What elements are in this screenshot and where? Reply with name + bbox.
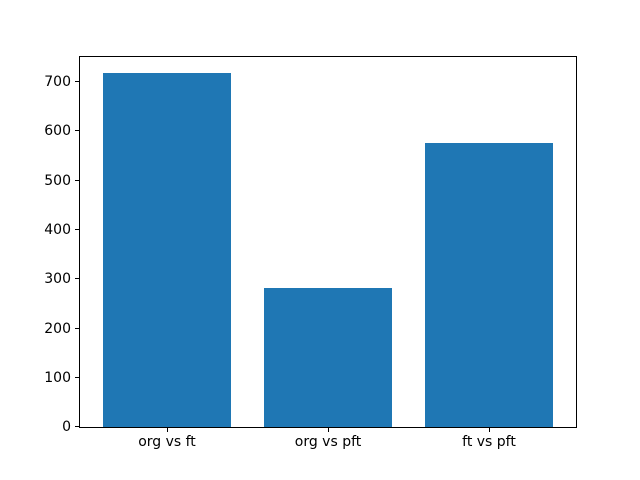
plot-area [75, 56, 577, 432]
y-tick [75, 81, 79, 83]
y-tick-label: 0 [62, 419, 71, 435]
y-tick-label: 600 [44, 123, 71, 140]
y-tick [75, 278, 79, 280]
bar [102, 73, 232, 427]
y-tick [75, 376, 79, 378]
y-tick-label: 700 [44, 74, 71, 91]
x-tick-label: ft vs pft [462, 434, 516, 450]
y-tick [75, 327, 79, 329]
bar [424, 143, 554, 427]
bar [263, 288, 393, 427]
y-tick [75, 426, 79, 427]
y-tick-label: 200 [44, 320, 71, 337]
y-tick-label: 400 [44, 221, 71, 238]
y-tick [75, 228, 79, 230]
y-tick-label: 100 [44, 369, 71, 386]
y-tick [75, 130, 79, 132]
x-tick [167, 428, 168, 432]
y-tick [75, 179, 79, 181]
y-tick-label: 300 [44, 271, 71, 288]
x-tick [328, 428, 329, 432]
x-tick-label: org vs ft [138, 434, 196, 450]
y-tick-label: 500 [44, 172, 71, 189]
x-tick-label: org vs pft [294, 434, 362, 450]
x-tick [489, 428, 490, 432]
